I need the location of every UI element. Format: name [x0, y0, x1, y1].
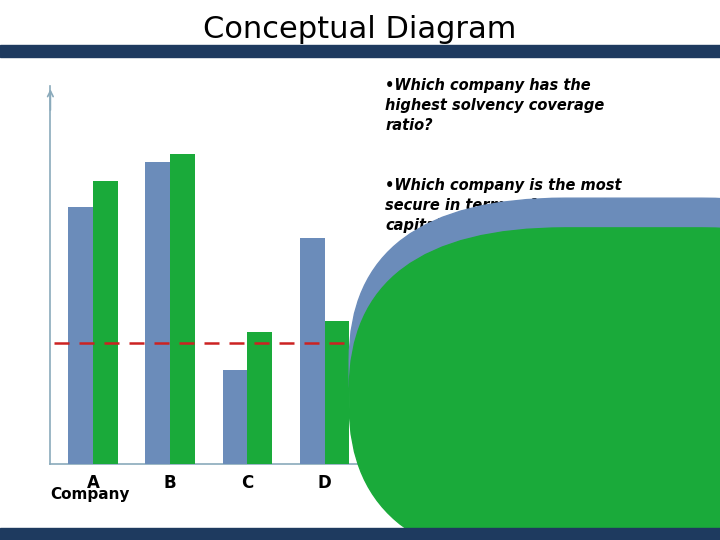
Bar [248, 332, 272, 464]
Text: Actual Capital: Actual Capital [385, 390, 468, 403]
Text: •Which company is the most
secure in terms of adequate
capital?: •Which company is the most secure in ter… [385, 178, 621, 233]
Bar [170, 154, 195, 464]
Text: •Who can tell?: •Who can tell? [385, 278, 505, 293]
Bar [300, 238, 325, 464]
Text: Company: Company [50, 487, 130, 502]
Bar [93, 181, 117, 464]
Text: Economic Risk Capital: Economic Risk Capital [385, 361, 516, 374]
Bar [222, 370, 248, 464]
Text: Regulatory Capital Requirement: Regulatory Capital Requirement [385, 420, 575, 433]
Text: Conceptual Diagram: Conceptual Diagram [203, 15, 517, 44]
Bar [145, 162, 170, 464]
Bar [325, 321, 349, 464]
Text: •Which company has the
highest solvency coverage
ratio?: •Which company has the highest solvency … [385, 78, 605, 133]
Bar [68, 207, 93, 464]
